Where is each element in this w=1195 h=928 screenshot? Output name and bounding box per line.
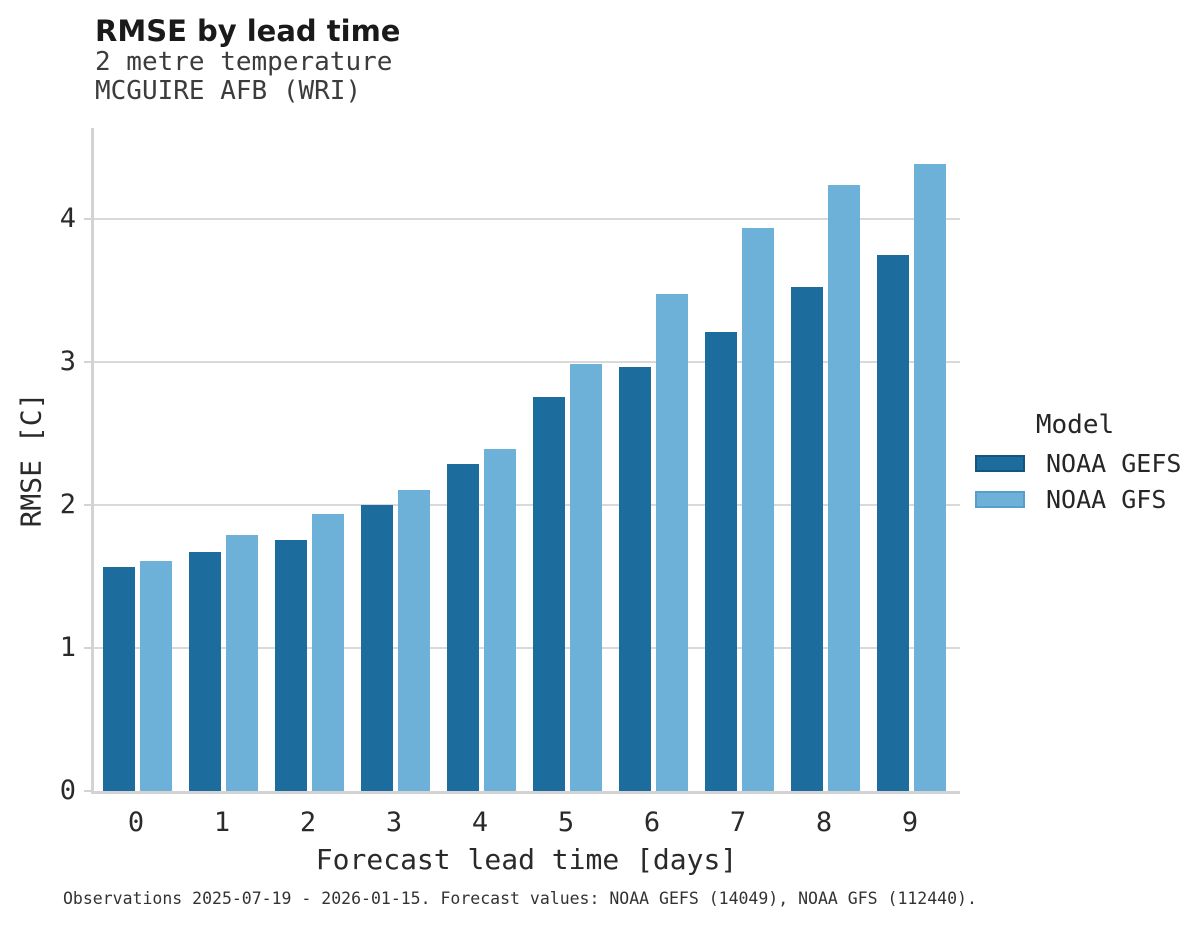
bar-noaa-gfs-day-5 (569, 364, 602, 791)
bar-noaa-gefs-day-4 (446, 464, 479, 791)
bar-noaa-gfs-day-9 (913, 164, 946, 791)
legend-item-noaa-gefs: NOAA GEFS (975, 451, 1181, 476)
y-tick-label-0: 0 (59, 775, 76, 806)
gridline-y-4 (94, 218, 960, 221)
legend-item-noaa-gfs: NOAA GFS (975, 487, 1175, 512)
bar-noaa-gefs-day-2 (274, 540, 307, 791)
gridline-y-2 (94, 504, 960, 507)
subtitle-station: MCGUIRE AFB (WRI) (95, 76, 362, 106)
bar-noaa-gfs-day-1 (225, 535, 258, 791)
x-tick-label-9: 9 (901, 807, 919, 838)
x-tick-label-4: 4 (471, 807, 489, 838)
legend: Model NOAA GEFS NOAA GFS (975, 410, 1181, 512)
y-tick-label-4: 4 (59, 203, 76, 235)
x-tick-label-7: 7 (729, 807, 747, 838)
y-tick-mark-3 (84, 361, 91, 364)
y-tick-label-3: 3 (59, 346, 76, 378)
legend-swatch-noaa-gefs (975, 455, 1025, 472)
bar-noaa-gfs-day-7 (741, 228, 774, 791)
bar-noaa-gfs-day-8 (827, 185, 860, 791)
legend-swatch-noaa-gfs (975, 491, 1025, 508)
bar-noaa-gefs-day-5 (532, 397, 565, 791)
x-tick-label-3: 3 (385, 807, 403, 838)
y-tick-mark-1 (84, 647, 91, 650)
bar-noaa-gfs-day-0 (139, 561, 172, 791)
x-axis-label: Forecast lead time [days] (315, 843, 738, 876)
y-tick-mark-0 (84, 790, 91, 792)
bar-noaa-gefs-day-0 (102, 567, 135, 791)
x-tick-label-0: 0 (127, 807, 145, 838)
y-tick-mark-4 (84, 218, 91, 221)
x-tick-label-8: 8 (815, 807, 833, 838)
legend-title: Model (1035, 410, 1115, 440)
bar-noaa-gfs-day-3 (397, 490, 430, 791)
y-tick-label-2: 2 (59, 489, 76, 521)
chart-title: RMSE by lead time (95, 14, 401, 48)
plot-area (84, 128, 960, 794)
footer-note: Observations 2025-07-19 - 2026-01-15. Fo… (63, 889, 977, 908)
x-tick-label-1: 1 (213, 807, 231, 838)
y-tick-label-1: 1 (59, 632, 76, 664)
bar-noaa-gefs-day-9 (876, 255, 909, 791)
chart-subtitle: 2 metre temperature MCGUIRE AFB (WRI) (95, 48, 392, 106)
gridline-y-1 (94, 647, 960, 650)
x-tick-label-6: 6 (643, 807, 661, 838)
bar-noaa-gefs-day-3 (360, 505, 393, 791)
y-tick-mark-2 (84, 504, 91, 507)
bar-noaa-gfs-day-2 (311, 514, 344, 791)
bar-noaa-gefs-day-1 (188, 552, 221, 791)
bar-noaa-gfs-day-6 (655, 294, 688, 791)
bar-noaa-gefs-day-7 (704, 332, 737, 791)
bar-noaa-gefs-day-8 (790, 287, 823, 791)
legend-label-noaa-gefs: NOAA GEFS (1046, 449, 1182, 478)
legend-label-noaa-gfs: NOAA GFS (1046, 485, 1167, 514)
gridline-y-3 (94, 361, 960, 364)
bar-noaa-gefs-day-6 (618, 367, 651, 791)
subtitle-variable: 2 metre temperature (95, 47, 393, 77)
x-tick-label-5: 5 (557, 807, 575, 838)
bar-noaa-gfs-day-4 (483, 449, 516, 791)
x-tick-label-2: 2 (299, 807, 317, 838)
